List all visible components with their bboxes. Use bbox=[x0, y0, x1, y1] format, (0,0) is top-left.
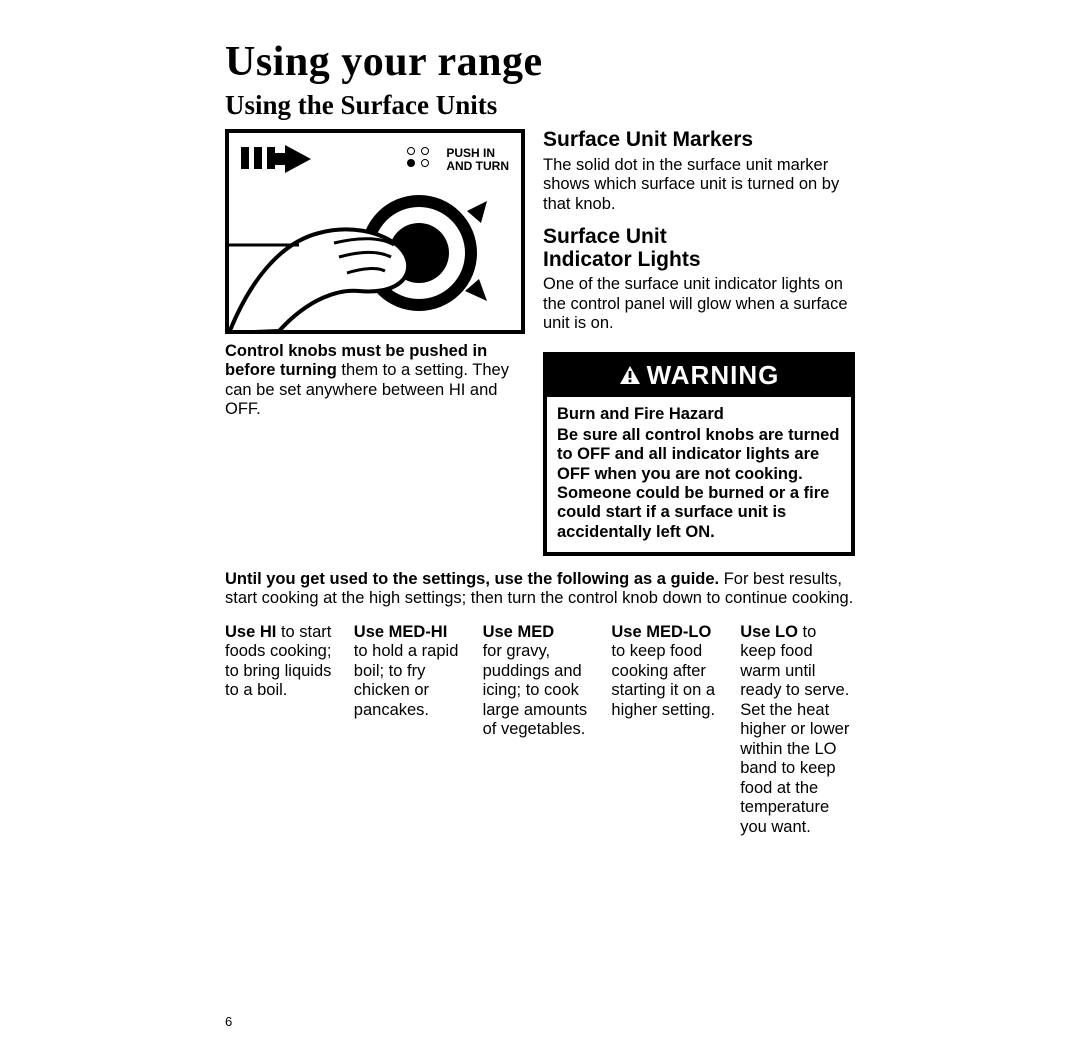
warning-triangle-icon bbox=[619, 365, 641, 385]
setting-med-body: for gravy, puddings and icing; to cook l… bbox=[483, 642, 598, 739]
indicator-body: One of the surface unit indicator lights… bbox=[543, 275, 855, 333]
left-column: PUSH IN AND TURN Control knobs bbox=[225, 129, 525, 420]
figure-marker-dots-icon bbox=[407, 147, 431, 167]
setting-medlo-lead: Use MED-LO bbox=[611, 623, 711, 641]
setting-lo-lead: Use LO bbox=[740, 623, 798, 641]
setting-lo-body: keep food warm until ready to serve. Set… bbox=[740, 642, 855, 837]
figure-arrow-head-icon bbox=[285, 145, 311, 173]
knob-figure: PUSH IN AND TURN bbox=[225, 129, 525, 334]
markers-heading: Surface Unit Markers bbox=[543, 129, 855, 152]
setting-lo-lead-tail: to bbox=[798, 623, 816, 641]
warning-subhead: Burn and Fire Hazard bbox=[557, 405, 841, 424]
markers-body: The solid dot in the surface unit marker… bbox=[543, 156, 855, 214]
page: Using your range Using the Surface Units… bbox=[0, 0, 1080, 1059]
figure-caption-bold1: Control knobs must be pushed in bbox=[225, 342, 487, 360]
right-column: Surface Unit Markers The solid dot in th… bbox=[543, 129, 855, 556]
warning-header: WARNING bbox=[547, 356, 851, 397]
setting-hi: Use HI to start foods cooking; to bring … bbox=[225, 623, 340, 837]
setting-lo: Use LO to keep food warm until ready to … bbox=[740, 623, 855, 837]
warning-box: WARNING Burn and Fire Hazard Be sure all… bbox=[543, 352, 855, 556]
setting-med-lead: Use MED bbox=[483, 623, 555, 641]
setting-med: Use MED for gravy, puddings and icing; t… bbox=[483, 623, 598, 837]
setting-medlo: Use MED-LO to keep food cooking after st… bbox=[611, 623, 726, 837]
warning-header-text: WARNING bbox=[647, 360, 780, 391]
page-title-h1: Using your range bbox=[225, 38, 855, 86]
indicator-heading-l2: Indicator Lights bbox=[543, 248, 701, 271]
two-column-layout: PUSH IN AND TURN Control knobs bbox=[225, 129, 855, 556]
setting-medlo-body: to keep food cooking after starting it o… bbox=[611, 642, 726, 720]
figure-caption: Control knobs must be pushed in before t… bbox=[225, 342, 525, 420]
setting-medhi-lead: Use MED-HI bbox=[354, 623, 448, 641]
guide-intro-bold: Until you get used to the settings, use … bbox=[225, 570, 719, 588]
indicator-heading: Surface Unit Indicator Lights bbox=[543, 226, 855, 271]
settings-row: Use HI to start foods cooking; to bring … bbox=[225, 623, 855, 837]
setting-hi-lead-tail: to start bbox=[276, 623, 331, 641]
indicator-heading-l1: Surface Unit bbox=[543, 225, 667, 248]
setting-medhi: Use MED-HI to hold a rapid boil; to fry … bbox=[354, 623, 469, 837]
figure-push-label: PUSH IN AND TURN bbox=[446, 147, 509, 173]
figure-bars-icon bbox=[241, 147, 275, 169]
warning-body: Burn and Fire Hazard Be sure all control… bbox=[547, 397, 851, 552]
figure-push-line2: AND TURN bbox=[446, 160, 509, 173]
guide-intro: Until you get used to the settings, use … bbox=[225, 570, 855, 609]
figure-caption-bold2b: before turning bbox=[225, 361, 337, 379]
section-title-h2: Using the Surface Units bbox=[225, 90, 855, 121]
warning-body-text: Be sure all control knobs are turned to … bbox=[557, 426, 839, 540]
setting-medhi-body: to hold a rapid boil; to fry chicken or … bbox=[354, 642, 469, 720]
setting-hi-body: foods cooking; to bring liquids to a boi… bbox=[225, 642, 340, 700]
page-number: 6 bbox=[225, 1014, 232, 1029]
setting-hi-lead: Use HI bbox=[225, 623, 276, 641]
